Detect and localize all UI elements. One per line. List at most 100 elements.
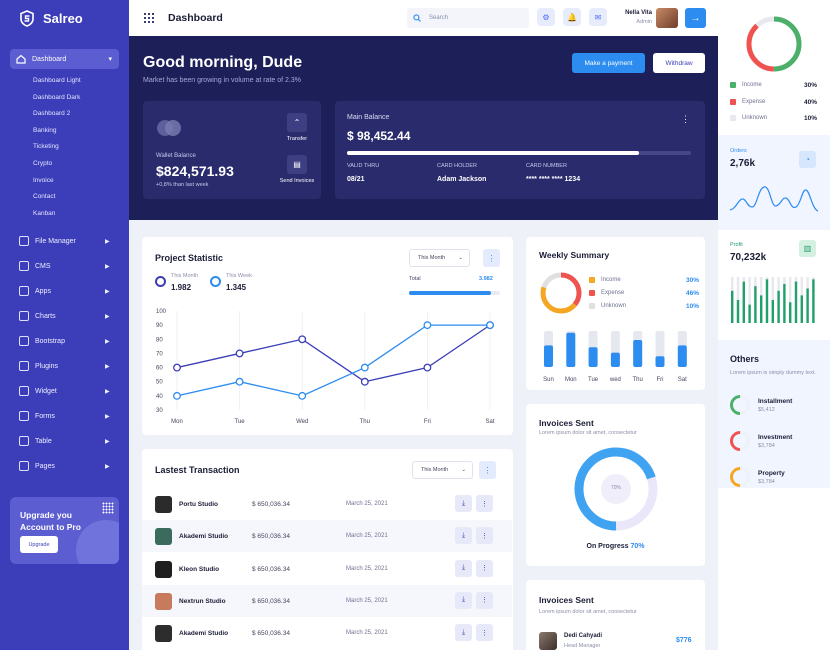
invoice-gauge <box>574 447 658 531</box>
app-logo[interactable]: Salreo <box>19 10 83 27</box>
submenu-item[interactable]: Banking <box>33 126 57 134</box>
more-options-button[interactable]: ⋮ <box>476 527 493 545</box>
bar[interactable] <box>566 332 576 367</box>
submenu-item[interactable]: Invoice <box>33 176 54 184</box>
settings-button[interactable]: ⚙ <box>537 8 555 26</box>
bar[interactable] <box>633 340 643 367</box>
month-select[interactable]: This Month ⌄ <box>412 461 473 479</box>
user-avatar[interactable] <box>656 8 678 28</box>
sidebar-item[interactable]: Widget ▶ <box>19 386 110 396</box>
data-point[interactable] <box>423 321 432 330</box>
pages-icon <box>19 461 29 471</box>
bar[interactable] <box>544 345 553 367</box>
weekly-summary-card: Weekly Summary Sun Mon Tue wed Thu Fri Sat Inc… <box>526 237 705 390</box>
more-options-button[interactable]: ⋮ <box>479 461 496 479</box>
bar[interactable] <box>655 356 665 367</box>
legend-label: Expense <box>601 290 625 296</box>
data-point[interactable] <box>298 391 307 400</box>
card-holder-label: CARD HOLDER <box>437 163 478 169</box>
orders-value: 2,76k <box>730 158 756 169</box>
download-button[interactable]: ⤓ <box>455 624 472 642</box>
bar-chart-icon: ▥ <box>803 244 812 253</box>
sidebar-item[interactable]: Table ▶ <box>19 436 110 446</box>
wallet-amount: $824,571.93 <box>156 163 234 179</box>
dots-decoration <box>102 502 114 514</box>
apps-grid-icon[interactable] <box>143 12 155 24</box>
upgrade-button[interactable]: Upgrade <box>20 536 58 553</box>
other-item[interactable]: Installment $5,412 <box>725 390 792 420</box>
submenu-item[interactable]: Contact <box>33 193 56 201</box>
bar <box>777 290 780 323</box>
right-panel: Orders 2,76k ◔ Profit 70,232k ▥ Others L… <box>718 0 830 650</box>
data-point[interactable] <box>298 335 307 344</box>
data-point[interactable] <box>423 363 432 372</box>
arrow-up-icon: ⌃ <box>293 118 301 127</box>
messages-button[interactable]: ✉ <box>589 8 607 26</box>
submenu-item[interactable]: Crypto <box>33 160 53 167</box>
submenu-item[interactable]: Ticketing <box>33 143 59 151</box>
data-point[interactable] <box>360 363 369 372</box>
table-row[interactable]: Nextrun Studio $ 650,036.34 March 25, 20… <box>142 584 512 617</box>
balance-progress-fill <box>347 151 640 155</box>
data-point[interactable] <box>486 321 494 330</box>
upgrade-card: Upgrade you Account to Pro Upgrade <box>10 497 119 564</box>
sidebar-item[interactable]: Charts ▶ <box>19 311 110 321</box>
bar[interactable] <box>610 352 620 367</box>
table-row[interactable]: Akademi Studio $ 650,036.34 March 25, 20… <box>142 520 512 553</box>
sidebar-item[interactable]: Pages ▶ <box>19 461 110 471</box>
bell-icon: 🔔 <box>567 12 577 22</box>
amount: $ 650,036.34 <box>252 565 290 573</box>
data-point[interactable] <box>173 391 181 400</box>
chevron-right-icon: ▶ <box>105 363 110 370</box>
table-row[interactable]: Portu Studio $ 650,036.34 March 25, 2021… <box>142 488 512 520</box>
submenu-item[interactable]: Kanban <box>33 209 56 217</box>
arrow-right-button[interactable]: → <box>685 8 706 28</box>
orders-chart-button[interactable]: ◔ <box>799 151 816 168</box>
bar-track <box>789 277 792 323</box>
other-item[interactable]: Investment $3,784 <box>725 426 792 456</box>
date: March 25, 2021 <box>346 565 388 572</box>
sidebar-item-dashboard[interactable]: Dashboard ▾ <box>10 49 119 69</box>
data-point[interactable] <box>173 363 181 372</box>
download-button[interactable]: ⤓ <box>455 527 472 545</box>
month-select[interactable]: This Month ⌄ <box>409 249 470 267</box>
more-options-button[interactable]: ⋮ <box>483 249 500 267</box>
withdraw-button[interactable]: Withdraw <box>653 53 705 73</box>
send-invoices-button[interactable]: ▤ <box>287 155 307 174</box>
data-point[interactable] <box>360 377 369 386</box>
data-point[interactable] <box>235 349 244 358</box>
card-title: Project Statistic <box>155 253 224 263</box>
other-item[interactable]: Property $3,784 <box>725 462 785 492</box>
bar[interactable] <box>588 347 598 367</box>
more-options-icon[interactable]: ⋮ <box>681 114 690 124</box>
table-row[interactable]: Akademi Studio $ 650,036.34 March 25, 20… <box>142 617 512 650</box>
transfer-button[interactable]: ⌃ <box>287 113 307 132</box>
search-input[interactable]: Search <box>407 8 529 28</box>
submenu-item[interactable]: Dashboard Light <box>33 77 81 84</box>
sidebar-item[interactable]: Plugins ▶ <box>19 361 110 371</box>
sidebar-item[interactable]: Apps ▶ <box>19 286 110 296</box>
notifications-button[interactable]: 🔔 <box>563 8 581 26</box>
data-point[interactable] <box>235 377 244 386</box>
more-options-button[interactable]: ⋮ <box>476 559 493 577</box>
submenu-item[interactable]: Dashboard 2 <box>33 110 71 118</box>
download-button[interactable]: ⤓ <box>455 559 472 577</box>
make-payment-button[interactable]: Make a payment <box>572 53 645 73</box>
donut-segment <box>540 272 582 314</box>
more-options-button[interactable]: ⋮ <box>476 591 493 609</box>
wallet-delta: +0,8% than last week <box>156 182 209 188</box>
sidebar-item-label: Forms <box>35 412 55 420</box>
sidebar-item[interactable]: CMS ▶ <box>19 261 110 271</box>
more-options-button[interactable]: ⋮ <box>476 624 493 642</box>
sidebar-item[interactable]: Bootstrap ▶ <box>19 336 110 346</box>
sidebar-item[interactable]: File Manager ▶ <box>19 236 110 246</box>
bar[interactable] <box>677 345 687 367</box>
submenu-item[interactable]: Dashboard Dark <box>33 93 81 101</box>
sidebar-item[interactable]: Forms ▶ <box>19 411 110 421</box>
more-options-button[interactable]: ⋮ <box>476 495 493 512</box>
download-button[interactable]: ⤓ <box>455 495 472 512</box>
profit-chart-button[interactable]: ▥ <box>799 240 816 257</box>
bar-label: Fri <box>657 377 664 383</box>
table-row[interactable]: Kleon Studio $ 650,036.34 March 25, 2021… <box>142 552 512 585</box>
download-button[interactable]: ⤓ <box>455 591 472 609</box>
